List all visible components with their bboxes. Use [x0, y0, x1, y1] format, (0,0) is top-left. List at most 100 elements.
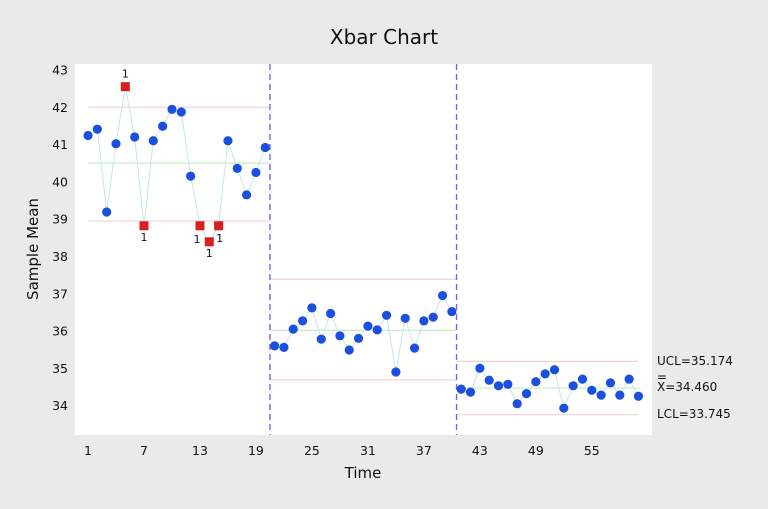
data-point: [456, 384, 466, 394]
data-point: [512, 399, 522, 409]
y-tick-label: 41: [52, 137, 68, 152]
y-axis-ticks: 34 35 36 37 38 39 40 41 42 43: [52, 63, 68, 414]
y-tick-label: 38: [52, 249, 68, 264]
data-point: [158, 121, 168, 131]
y-axis-title: Sample Mean: [24, 198, 42, 300]
x-tick-label: 49: [528, 443, 544, 458]
data-point: [130, 132, 140, 142]
test-failure-label: 1: [193, 233, 200, 246]
data-series: 11 111: [83, 68, 644, 413]
x-tick-label: 19: [248, 443, 264, 458]
y-tick-label: 35: [52, 361, 68, 376]
data-point: [419, 316, 429, 326]
x-axis-title: Time: [344, 464, 382, 482]
data-point: [83, 130, 93, 141]
test-failure-label: 1: [122, 68, 129, 81]
data-point: [596, 390, 606, 400]
x-tick-label: 13: [192, 443, 208, 458]
data-point: [232, 163, 242, 173]
data-point: [363, 321, 373, 331]
data-point: [260, 142, 270, 153]
data-point: [447, 306, 457, 317]
test-failure-label: 1: [206, 247, 213, 260]
data-point: [251, 167, 261, 178]
data-point: [307, 303, 317, 313]
data-point: [521, 389, 532, 399]
data-point: [102, 207, 112, 217]
data-point: [335, 331, 345, 341]
out-of-control-point: [214, 221, 224, 231]
data-point: [270, 341, 280, 351]
y-tick-label: 43: [52, 63, 68, 78]
data-point: [475, 363, 485, 373]
lcl-label: LCL=33.745: [657, 407, 731, 421]
data-point: [531, 377, 541, 387]
x-tick-label: 7: [140, 443, 148, 458]
data-point: [381, 310, 392, 320]
data-point: [372, 325, 382, 335]
y-tick-label: 40: [52, 174, 68, 189]
data-point: [400, 313, 410, 323]
x-axis-ticks: 1 7 13 19 25 31 37 43 49 55: [84, 443, 600, 458]
data-point: [559, 403, 569, 413]
data-point: [568, 381, 578, 391]
data-point: [615, 390, 625, 400]
out-of-control-point: [120, 82, 130, 92]
data-point: [288, 324, 298, 334]
data-point: [297, 316, 308, 326]
data-point: [148, 136, 158, 146]
series-connector: [87, 86, 266, 243]
data-point: [549, 365, 560, 375]
data-point: [186, 171, 196, 181]
y-tick-label: 39: [52, 212, 68, 227]
data-point: [540, 369, 550, 379]
data-point: [587, 385, 597, 395]
test-failure-label: 1: [140, 231, 147, 244]
control-limit-labels: UCL=35.174 = X=34.460 LCL=33.745: [657, 354, 733, 421]
data-point: [428, 312, 438, 322]
y-tick-label: 34: [52, 398, 68, 413]
x-tick-label: 43: [472, 443, 488, 458]
data-point: [111, 139, 121, 149]
control-limit-lines: [88, 106, 638, 416]
x-tick-label: 55: [584, 443, 600, 458]
data-point: [409, 343, 420, 353]
stage-separators: [269, 64, 458, 435]
chart-title: Xbar Chart: [330, 25, 438, 49]
y-tick-label: 37: [52, 286, 68, 301]
out-of-control-point: [195, 221, 205, 231]
data-point: [242, 190, 252, 200]
out-of-control-point: [204, 237, 214, 247]
ucl-label: UCL=35.174: [657, 354, 733, 368]
data-point: [325, 308, 336, 319]
x-tick-label: 25: [304, 443, 320, 458]
center-bar-mark: =: [657, 370, 667, 384]
x-tick-label: 31: [360, 443, 376, 458]
data-point: [484, 375, 494, 385]
data-point: [92, 124, 102, 134]
data-point: [465, 387, 476, 397]
data-point: [167, 104, 177, 115]
data-point: [493, 381, 504, 391]
data-point: [503, 379, 513, 389]
data-point: [391, 367, 401, 377]
x-tick-label: 1: [84, 443, 92, 458]
data-point: [624, 374, 634, 384]
data-point: [223, 136, 233, 146]
data-point: [344, 345, 354, 355]
data-point: [633, 391, 644, 401]
data-point: [437, 290, 448, 301]
data-point: [279, 342, 289, 352]
data-point: [176, 107, 186, 117]
test-failure-label: 1: [216, 232, 223, 245]
y-tick-label: 42: [52, 100, 68, 115]
out-of-control-point: [139, 221, 149, 231]
x-tick-label: 37: [416, 443, 432, 458]
data-point: [316, 334, 326, 344]
center-label: X=34.460: [657, 380, 717, 394]
y-tick-label: 36: [52, 324, 68, 339]
data-point: [353, 333, 364, 344]
data-point: [605, 378, 616, 388]
